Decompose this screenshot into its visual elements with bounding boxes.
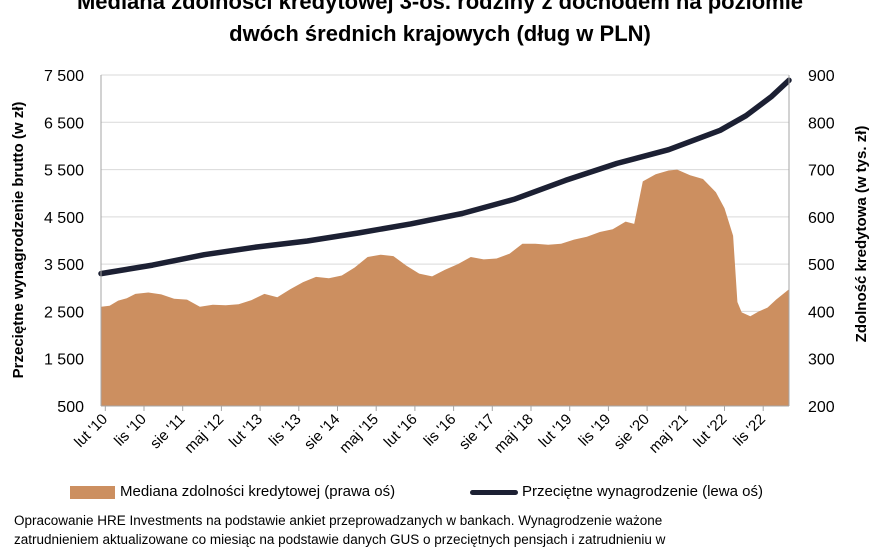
y-tick-label-left: 5 500: [44, 163, 84, 180]
legend-label-area: Mediana zdolności kredytowej (prawa oś): [120, 483, 396, 500]
area-series-layer: [101, 169, 789, 406]
y-axis-label-left: Przeciętne wynagrodzenie brutto (w zł): [10, 102, 27, 379]
x-tick-label: lut '22: [690, 411, 730, 451]
y-tick-label-right: 800: [808, 115, 835, 132]
left-axis-ticks: 500 1 500 2 500 3 500 4 500 5 500 6 500 7 500: [44, 68, 84, 416]
x-tick-label: lut '10: [71, 411, 111, 451]
y-tick-label-right: 900: [808, 68, 835, 85]
chart-title: Mediana zdolności kredytowej 3-os. rodzi…: [0, 0, 880, 50]
y-axis-label-right: Zdolność kredytowa (w tys. zł): [853, 126, 870, 343]
line-series-layer: [98, 77, 792, 277]
chart-title-line-1: Mediana zdolności kredytowej 3-os. rodzi…: [76, 0, 804, 14]
y-tick-label-left: 1 500: [44, 352, 84, 369]
axes: [100, 75, 790, 407]
legend: Mediana zdolności kredytowej (prawa oś) …: [0, 482, 880, 504]
x-tick-label: lut '19: [536, 411, 576, 451]
legend-swatch-area: [70, 486, 115, 499]
y-tick-label-left: 2 500: [44, 304, 84, 321]
line-series-wynagrodzenie: [98, 77, 792, 277]
y-tick-label-left: 6 500: [44, 115, 84, 132]
x-tick-label: maj '21: [646, 411, 692, 457]
x-tick-label: maj '18: [491, 411, 537, 457]
x-tick-label: maj '15: [336, 411, 382, 457]
x-tick-label: lut '16: [381, 411, 421, 451]
chart-title-line-2: dwóch średnich krajowych (dług w PLN): [229, 21, 651, 46]
right-axis-ticks: 200 300 400 500 600 700 800 900: [808, 68, 835, 416]
y-tick-label-left: 4 500: [44, 210, 84, 227]
x-tick-label: maj '12: [181, 411, 227, 457]
y-tick-label-right: 500: [808, 257, 835, 274]
y-tick-label-left: 500: [57, 399, 84, 416]
x-tick-label: lis '16: [421, 411, 460, 450]
y-tick-label-right: 600: [808, 210, 835, 227]
x-tick-label: lis '19: [575, 411, 614, 450]
source-note: Opracowanie HRE Investments na podstawie…: [14, 511, 874, 549]
legend-label-line: Przeciętne wynagrodzenie (lewa oś): [522, 483, 763, 500]
source-note-line-1: Opracowanie HRE Investments na podstawie…: [14, 513, 663, 528]
y-tick-label-left: 7 500: [44, 68, 84, 85]
legend-swatch-line: [470, 490, 518, 495]
x-tick-label: lis '10: [111, 411, 150, 450]
x-tick-label: lut '13: [226, 411, 266, 451]
y-tick-label-left: 3 500: [44, 257, 84, 274]
area-series-zdolnosc: [101, 169, 789, 406]
y-tick-label-right: 300: [808, 352, 835, 369]
chart-plot: 500 1 500 2 500 3 500 4 500 5 500 6 500 7 500 2…: [10, 68, 870, 457]
y-tick-label-right: 200: [808, 399, 835, 416]
x-tick-label: lis '13: [266, 411, 305, 450]
x-tick-label: lis '22: [730, 411, 769, 450]
y-tick-label-right: 700: [808, 163, 835, 180]
y-tick-label-right: 400: [808, 304, 835, 321]
